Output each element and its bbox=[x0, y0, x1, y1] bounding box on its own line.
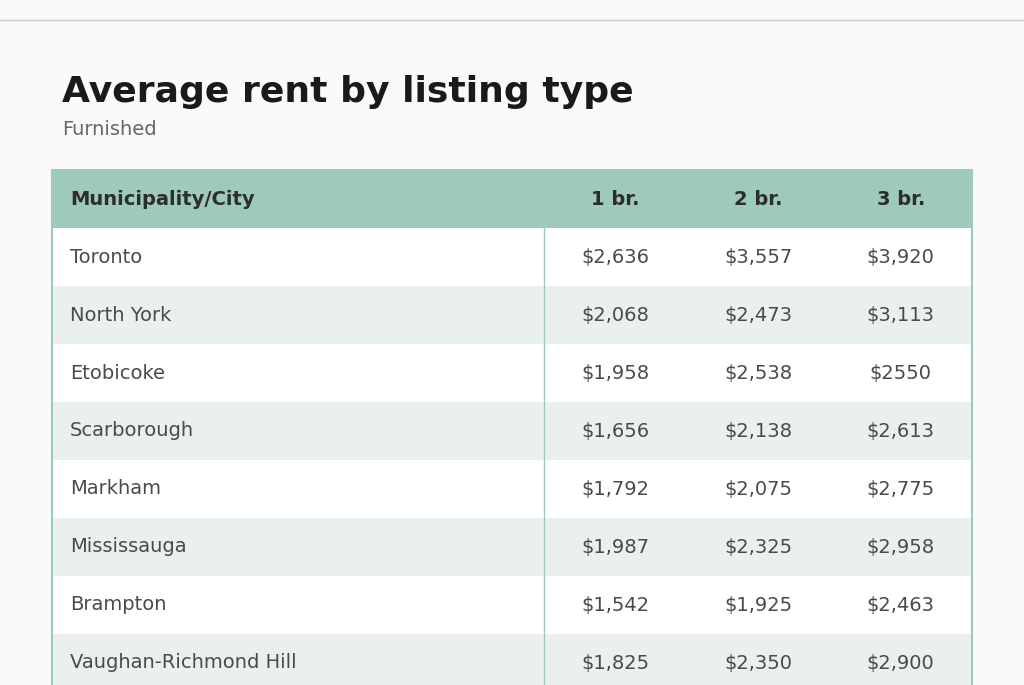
Text: $3,557: $3,557 bbox=[724, 247, 793, 266]
Text: Municipality/City: Municipality/City bbox=[70, 190, 255, 208]
Text: $2,350: $2,350 bbox=[724, 653, 793, 673]
Text: Toronto: Toronto bbox=[70, 247, 142, 266]
Bar bbox=[52, 518, 972, 576]
Text: 2 br.: 2 br. bbox=[734, 190, 782, 208]
Text: $2,138: $2,138 bbox=[724, 421, 793, 440]
Text: $1,542: $1,542 bbox=[582, 595, 649, 614]
Text: $3,920: $3,920 bbox=[866, 247, 935, 266]
Text: $2,900: $2,900 bbox=[867, 653, 935, 673]
Text: North York: North York bbox=[70, 306, 171, 325]
Bar bbox=[52, 402, 972, 460]
Text: Average rent by listing type: Average rent by listing type bbox=[62, 75, 634, 109]
Text: Markham: Markham bbox=[70, 479, 161, 499]
Bar bbox=[52, 286, 972, 344]
Text: Mississauga: Mississauga bbox=[70, 538, 186, 556]
Text: $2,473: $2,473 bbox=[724, 306, 793, 325]
Text: $1,825: $1,825 bbox=[582, 653, 649, 673]
Bar bbox=[52, 170, 972, 685]
Text: $2,068: $2,068 bbox=[582, 306, 649, 325]
Bar bbox=[52, 460, 972, 518]
Text: $1,656: $1,656 bbox=[582, 421, 649, 440]
Text: 1 br.: 1 br. bbox=[591, 190, 640, 208]
Text: Brampton: Brampton bbox=[70, 595, 167, 614]
Text: Etobicoke: Etobicoke bbox=[70, 364, 165, 382]
Text: Vaughan-Richmond Hill: Vaughan-Richmond Hill bbox=[70, 653, 297, 673]
Text: $2,958: $2,958 bbox=[866, 538, 935, 556]
Text: $2,636: $2,636 bbox=[582, 247, 649, 266]
Text: $1,987: $1,987 bbox=[582, 538, 649, 556]
Bar bbox=[52, 228, 972, 286]
Text: $1,792: $1,792 bbox=[582, 479, 649, 499]
Bar bbox=[52, 576, 972, 634]
Text: $1,958: $1,958 bbox=[582, 364, 649, 382]
Text: $2,325: $2,325 bbox=[724, 538, 793, 556]
Text: 3 br.: 3 br. bbox=[877, 190, 925, 208]
Text: $3,113: $3,113 bbox=[866, 306, 935, 325]
Text: $2550: $2550 bbox=[869, 364, 932, 382]
Bar bbox=[52, 344, 972, 402]
Text: Furnished: Furnished bbox=[62, 120, 157, 139]
Bar bbox=[52, 170, 972, 228]
Text: $1,925: $1,925 bbox=[724, 595, 793, 614]
Text: Scarborough: Scarborough bbox=[70, 421, 195, 440]
Text: $2,775: $2,775 bbox=[866, 479, 935, 499]
Text: $2,613: $2,613 bbox=[866, 421, 935, 440]
Text: $2,538: $2,538 bbox=[724, 364, 793, 382]
Text: $2,075: $2,075 bbox=[724, 479, 793, 499]
Bar bbox=[52, 634, 972, 685]
Text: $2,463: $2,463 bbox=[866, 595, 935, 614]
